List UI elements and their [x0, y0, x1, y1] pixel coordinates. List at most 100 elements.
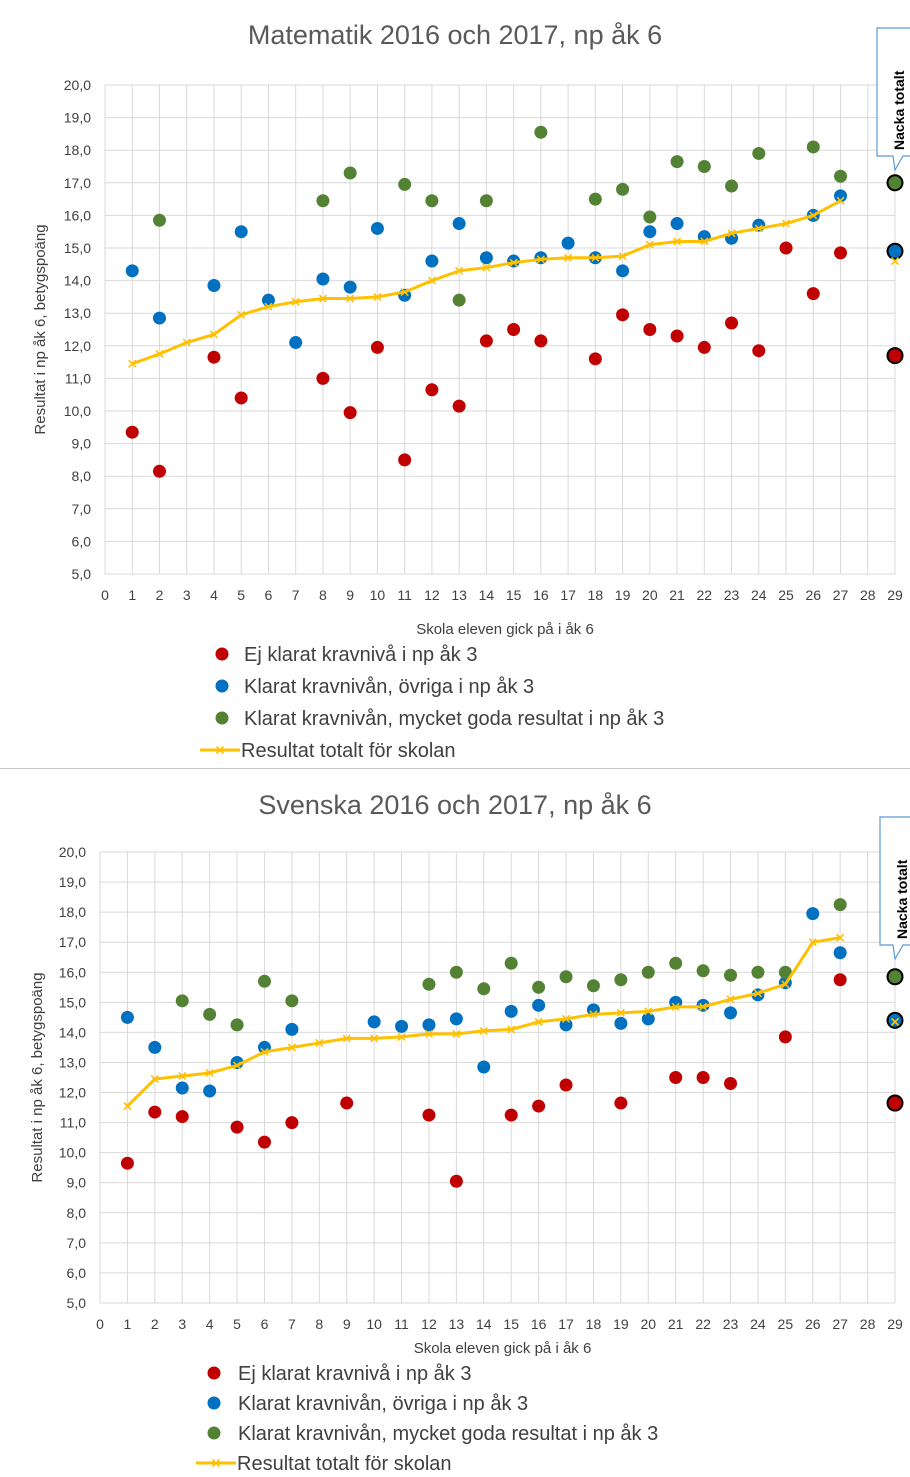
legend-line-marker — [211, 1458, 221, 1468]
data-point — [670, 329, 684, 343]
x-tick-label: 17 — [560, 587, 576, 603]
line-marker — [237, 310, 246, 319]
line-marker-stroke — [482, 263, 491, 272]
x-tick-label: 14 — [479, 587, 495, 603]
line-marker — [370, 1034, 379, 1043]
x-tick-label: 7 — [292, 587, 300, 603]
data-point — [806, 140, 820, 154]
line-marker — [205, 1068, 214, 1078]
line-marker — [890, 1017, 900, 1026]
data-point — [833, 946, 847, 960]
data-point — [724, 1077, 738, 1091]
line-marker — [150, 1074, 159, 1084]
legend-line-marker — [215, 745, 225, 755]
data-point — [532, 998, 546, 1012]
line-marker-stroke — [424, 1029, 434, 1038]
data-point — [752, 146, 766, 160]
line-marker-stroke — [155, 349, 164, 359]
x-tick-label: 28 — [860, 1316, 876, 1332]
y-tick-label: 18,0 — [59, 904, 86, 920]
data-point — [643, 323, 657, 336]
x-tick-label: 22 — [695, 1316, 711, 1332]
line-marker-stroke — [809, 211, 818, 220]
gridlines — [104, 84, 896, 575]
data-point — [207, 350, 221, 364]
line-marker — [264, 302, 273, 311]
line-marker — [564, 253, 573, 262]
line-marker — [836, 196, 845, 205]
data-point — [477, 1060, 491, 1074]
x-tick-label: 5 — [233, 1316, 241, 1332]
data-point — [152, 311, 166, 325]
data-point — [752, 344, 766, 358]
x-tick-label: 8 — [319, 587, 327, 603]
line-marker-stroke — [427, 276, 436, 285]
data-point — [833, 898, 847, 912]
line-marker — [507, 1025, 516, 1034]
line-marker-stroke — [616, 1008, 625, 1017]
data-point — [257, 1135, 271, 1149]
line-marker-stroke — [209, 330, 219, 339]
legend-marker — [207, 1366, 221, 1380]
data-point — [230, 1120, 244, 1134]
data-point — [643, 225, 657, 239]
line-marker — [346, 294, 355, 303]
data-point — [125, 264, 139, 278]
line-marker — [182, 338, 191, 347]
line-marker — [452, 1029, 461, 1038]
data-point — [834, 169, 848, 183]
data-point — [425, 254, 439, 268]
x-tick-label: 28 — [860, 587, 876, 603]
x-tick-label: 6 — [261, 1316, 269, 1332]
line-marker-stroke — [645, 240, 654, 249]
line-marker — [616, 1008, 625, 1017]
line-marker-stroke — [397, 1032, 406, 1041]
data-point — [343, 406, 357, 420]
y-tick-label: 15,0 — [64, 240, 91, 256]
data-point — [696, 1071, 710, 1084]
line-marker — [479, 1026, 488, 1035]
line-marker-stroke — [644, 1007, 653, 1016]
line-marker — [781, 980, 790, 989]
data-point — [886, 347, 904, 365]
y-tick-label: 18,0 — [64, 142, 91, 158]
line-marker — [808, 938, 817, 947]
line-marker — [753, 989, 762, 998]
data-point — [616, 308, 630, 322]
x-axis-label: Skola eleven gick på i åk 6 — [416, 621, 594, 638]
line-marker — [373, 292, 382, 301]
x-tick-label: 20 — [642, 587, 658, 603]
data-point — [504, 1004, 518, 1018]
y-tick-label: 10,0 — [64, 403, 91, 419]
x-tick-label: 12 — [421, 1316, 437, 1332]
line-marker-stroke — [890, 256, 900, 266]
data-point — [806, 907, 820, 921]
data-point — [449, 1012, 463, 1026]
legend-marker — [207, 1426, 221, 1440]
data-point — [834, 246, 848, 260]
data-point — [120, 1010, 134, 1024]
data-point — [614, 973, 628, 987]
line-marker-stroke — [315, 1038, 324, 1047]
y-tick-label: 8,0 — [72, 468, 92, 484]
line-marker-stroke — [178, 1071, 187, 1081]
x-tick-label: 8 — [315, 1316, 323, 1332]
data-point — [614, 1096, 628, 1110]
line-marker — [727, 229, 736, 238]
line-marker — [754, 224, 763, 233]
data-point — [422, 1018, 436, 1032]
y-tick-label: 11,0 — [60, 1115, 86, 1131]
y-tick-label: 8,0 — [67, 1205, 87, 1221]
data-point — [616, 182, 630, 196]
x-tick-label: 22 — [697, 587, 713, 603]
line-marker-stroke — [836, 196, 845, 205]
data-point — [370, 221, 384, 235]
data-point — [725, 316, 739, 330]
line-marker — [233, 1061, 242, 1070]
line-marker-stroke — [836, 933, 845, 942]
data-point — [751, 965, 765, 979]
legend: Ej klarat kravnivå i np åk 3 Klarat kravn… — [200, 644, 664, 762]
line-marker — [671, 1002, 680, 1011]
data-point — [696, 964, 710, 978]
line-marker — [509, 258, 518, 267]
